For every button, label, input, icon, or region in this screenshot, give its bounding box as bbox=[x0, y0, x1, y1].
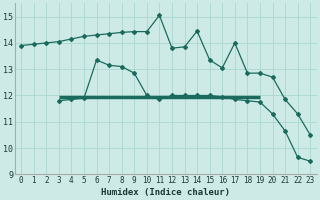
X-axis label: Humidex (Indice chaleur): Humidex (Indice chaleur) bbox=[101, 188, 230, 197]
